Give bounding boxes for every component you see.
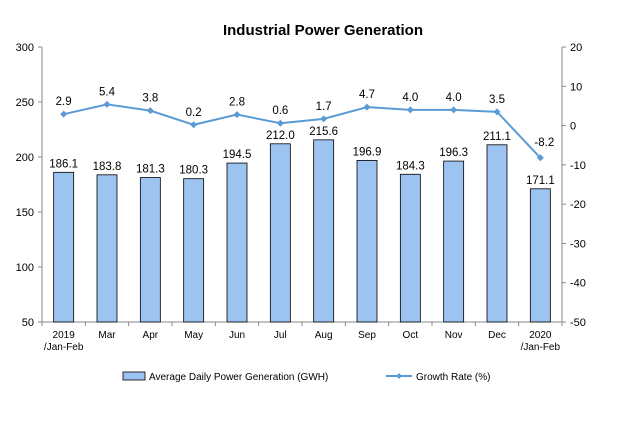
bar-value-label: 194.5: [223, 149, 252, 161]
bar: [356, 160, 378, 323]
legend-bar-label: Average Daily Power Generation (GWH): [149, 372, 328, 383]
x-tick-label: Apr: [143, 330, 159, 341]
growth-rate-point: [190, 121, 198, 129]
y-right-tick-label: 20: [570, 42, 582, 54]
growth-rate-point: [493, 108, 501, 116]
bar-value-label: 181.3: [136, 164, 165, 176]
growth-rate-label: 0.2: [186, 107, 202, 119]
bar: [443, 160, 465, 323]
bar: [183, 178, 205, 323]
growth-rate-point: [233, 111, 241, 119]
chart-title: Industrial Power Generation: [223, 22, 423, 39]
growth-rate-label: 2.8: [229, 97, 245, 109]
growth-rate-label: 2.9: [56, 96, 72, 108]
bar: [529, 188, 551, 323]
x-tick-label: May: [184, 330, 203, 341]
bar-value-label: 215.6: [309, 126, 338, 138]
growth-rate-label: 0.6: [272, 105, 288, 117]
bar: [226, 162, 248, 323]
x-tick-label: Dec: [488, 330, 506, 341]
x-tick-label: 2019/Jan-Feb: [44, 330, 84, 353]
growth-rate-point: [60, 110, 68, 118]
growth-rate-label: 5.4: [99, 86, 116, 98]
x-tick-label: Jun: [229, 330, 245, 341]
growth-rate-point: [450, 106, 458, 114]
y-left-tick-label: 250: [16, 97, 34, 109]
legend: Average Daily Power Generation (GWH) Grow…: [122, 371, 490, 383]
growth-rate-label: 4.7: [359, 89, 375, 101]
growth-rate-label: 4.0: [446, 92, 462, 104]
axes: 50 100 150 200 250 300 -50 -40 -30 -20 -10 0 10 20 201…: [16, 42, 586, 353]
growth-rate-point: [406, 106, 414, 114]
growth-rate-point: [363, 103, 371, 111]
bar: [53, 171, 75, 323]
y-left-tick-label: 300: [16, 42, 34, 54]
growth-rate-point: [536, 154, 544, 162]
growth-rate-point: [103, 100, 111, 108]
growth-rate-point: [320, 115, 328, 123]
x-tick-label: Mar: [98, 330, 116, 341]
legend-line-label: Growth Rate (%): [416, 372, 490, 383]
y-left-tick-label: 100: [16, 262, 34, 274]
growth-rate-label: 1.7: [316, 101, 332, 113]
growth-rate-label: 3.5: [489, 94, 505, 106]
bar: [269, 143, 291, 323]
growth-rate-label: -8.2: [534, 137, 554, 149]
growth-rate-line: [63, 103, 542, 159]
bar-value-label: 183.8: [93, 161, 122, 173]
y-right-tick-label: -50: [570, 317, 586, 329]
x-tick-label: Nov: [445, 330, 463, 341]
bar-series: 186.1 183.8 181.3 180.3 194.5 212.0 215.6 196.9…: [49, 126, 555, 323]
bar: [313, 139, 335, 323]
bar-value-label: 196.9: [353, 146, 382, 158]
x-tick-label: 2020/Jan-Feb: [521, 330, 561, 353]
bar: [486, 144, 508, 323]
bar-value-label: 184.3: [396, 160, 425, 172]
growth-rate-point: [276, 119, 284, 127]
x-tick-label: Oct: [403, 330, 419, 341]
bar-value-label: 196.3: [439, 147, 468, 159]
bar-value-label: 180.3: [179, 165, 208, 177]
bar-value-label: 186.1: [49, 158, 78, 170]
y-right-tick-label: -20: [570, 199, 586, 211]
legend-line-marker: [396, 373, 402, 379]
x-tick-label: Sep: [358, 330, 376, 341]
y-right-tick-label: -30: [570, 238, 586, 250]
bar-value-label: 171.1: [526, 175, 555, 187]
growth-rate-point: [146, 107, 154, 115]
y-right-tick-label: 10: [570, 81, 582, 93]
bar: [399, 173, 421, 323]
bar-value-label: 212.0: [266, 130, 295, 142]
legend-bar-swatch: [122, 371, 146, 381]
y-left-tick-label: 200: [16, 152, 34, 164]
bar: [96, 174, 118, 323]
growth-rate-label: 4.0: [402, 92, 418, 104]
growth-rate-label: 3.8: [142, 93, 158, 105]
y-right-tick-label: -40: [570, 278, 586, 290]
y-left-tick-label: 50: [22, 317, 34, 329]
bar: [139, 177, 161, 323]
y-right-tick-label: 0: [570, 121, 576, 133]
y-right-tick-label: -10: [570, 160, 586, 172]
y-left-tick-label: 150: [16, 207, 34, 219]
x-tick-label: Jul: [274, 330, 287, 341]
line-series: 2.9 5.4 3.8 0.2 2.8 0.6 1.7 4.7 4.0 4.0 3.5 -8.2: [56, 86, 554, 162]
bar-value-label: 211.1: [483, 131, 511, 143]
x-tick-label: Aug: [315, 330, 333, 341]
